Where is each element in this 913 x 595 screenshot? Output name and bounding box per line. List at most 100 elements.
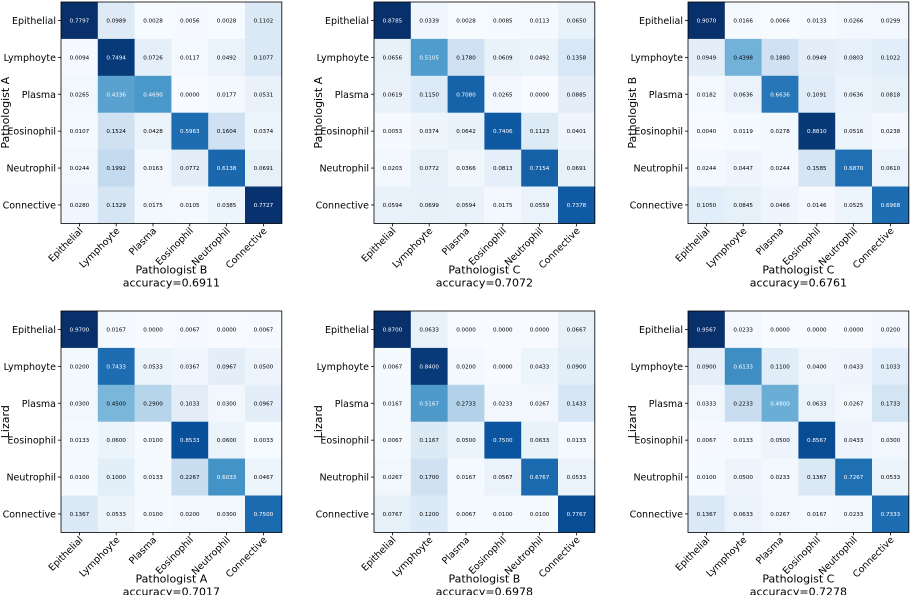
cell-value-label: 0.0667 bbox=[567, 327, 587, 333]
cell-value-label: 0.1780 bbox=[456, 55, 476, 61]
cell-value-label: 0.0000 bbox=[493, 327, 513, 333]
cell-value-label: 0.0619 bbox=[383, 92, 403, 98]
heatmap-cell bbox=[872, 186, 910, 224]
y-tick-label: Lymphoyte bbox=[317, 53, 370, 64]
heatmap-cell bbox=[447, 384, 485, 423]
cell-value-label: 0.0133 bbox=[807, 18, 827, 24]
cell-value-label: 0.0175 bbox=[143, 203, 163, 209]
heatmap-cell bbox=[484, 38, 522, 77]
cell-value-label: 0.0278 bbox=[770, 129, 790, 135]
cell-value-label: 0.0500 bbox=[770, 438, 790, 444]
heatmap-cell bbox=[410, 149, 448, 187]
heatmap-cell bbox=[61, 2, 99, 40]
heatmap-cell bbox=[374, 347, 412, 386]
cell-value-label: 0.2900 bbox=[143, 401, 163, 407]
x-tick-label: Epithelial bbox=[674, 535, 713, 574]
cell-value-label: 0.6033 bbox=[217, 475, 237, 481]
cell-value-label: 0.0067 bbox=[254, 327, 274, 333]
heatmap-cell bbox=[245, 2, 283, 40]
cell-value-label: 0.0244 bbox=[70, 166, 90, 172]
heatmap-cell bbox=[724, 384, 762, 423]
cell-value-label: 0.0533 bbox=[143, 364, 163, 370]
cell-value-label: 0.1733 bbox=[881, 401, 901, 407]
heatmap-cell bbox=[245, 38, 283, 77]
heatmap-cell bbox=[97, 112, 135, 150]
cell-value-label: 0.0203 bbox=[383, 166, 403, 172]
cell-value-label: 0.1102 bbox=[254, 18, 274, 24]
heatmap-cell bbox=[484, 149, 522, 187]
heatmap-cell bbox=[134, 347, 172, 386]
heatmap-cell bbox=[208, 75, 246, 114]
cell-value-label: 0.0105 bbox=[180, 203, 200, 209]
heatmap-cell bbox=[558, 112, 596, 150]
cell-value-label: 0.0656 bbox=[383, 55, 403, 61]
cell-value-label: 0.1880 bbox=[770, 55, 790, 61]
heatmap-cell bbox=[688, 495, 726, 533]
heatmap-cell bbox=[724, 311, 762, 349]
cell-value-label: 0.9070 bbox=[697, 18, 717, 24]
heatmap-cell bbox=[835, 186, 873, 224]
heatmap-cell bbox=[447, 112, 485, 150]
accuracy-label: accuracy=0.6761 bbox=[750, 276, 847, 289]
heatmap-cell bbox=[688, 38, 726, 77]
heatmap-cell bbox=[171, 458, 209, 496]
y-tick-label: Eosinophil bbox=[7, 127, 56, 138]
heatmap-cell bbox=[724, 458, 762, 496]
heatmap-cell bbox=[410, 311, 448, 349]
cell-value-label: 0.0559 bbox=[530, 203, 550, 209]
y-axis-label: Pathologist A bbox=[312, 76, 325, 148]
heatmap-cell bbox=[798, 458, 836, 496]
cell-value-label: 0.5105 bbox=[419, 55, 439, 61]
heatmap-cell bbox=[835, 421, 873, 459]
heatmap-cell bbox=[761, 149, 799, 187]
heatmap-cell bbox=[97, 384, 135, 423]
heatmap-cell bbox=[724, 75, 762, 114]
heatmap-cell bbox=[208, 38, 246, 77]
heatmap-cell bbox=[484, 311, 522, 349]
heatmap-cell bbox=[835, 2, 873, 40]
heatmap-cell bbox=[761, 495, 799, 533]
heatmap-cell bbox=[447, 347, 485, 386]
cell-value-label: 0.7333 bbox=[881, 512, 901, 518]
cell-value-label: 0.0233 bbox=[493, 401, 513, 407]
heatmap-cell bbox=[171, 112, 209, 150]
cell-value-label: 0.0100 bbox=[143, 438, 163, 444]
y-tick-label: Eosinophil bbox=[634, 127, 683, 138]
x-tick-label: Plasma bbox=[754, 535, 786, 567]
cell-value-label: 0.0767 bbox=[383, 512, 403, 518]
cell-value-label: 0.1022 bbox=[881, 55, 901, 61]
heatmap-cell bbox=[97, 2, 135, 40]
cell-value-label: 0.0167 bbox=[383, 401, 403, 407]
cell-value-label: 0.0433 bbox=[530, 364, 550, 370]
heatmap-cell bbox=[171, 38, 209, 77]
cell-value-label: 0.0845 bbox=[733, 203, 753, 209]
heatmap-cell bbox=[171, 421, 209, 459]
y-tick-label: Plasma bbox=[22, 90, 56, 101]
heatmap-cell bbox=[374, 38, 412, 77]
cell-value-label: 0.0533 bbox=[567, 475, 587, 481]
cell-value-label: 0.0133 bbox=[567, 438, 587, 444]
cell-value-label: 0.4336 bbox=[106, 92, 126, 98]
heatmap-cell bbox=[208, 384, 246, 423]
heatmap-cell bbox=[374, 149, 412, 187]
y-tick-label: Connective bbox=[3, 509, 57, 520]
cell-value-label: 0.0401 bbox=[567, 129, 587, 135]
y-tick-label: Plasma bbox=[335, 399, 369, 410]
cell-value-label: 0.0100 bbox=[697, 475, 717, 481]
cell-value-label: 0.0609 bbox=[493, 55, 513, 61]
cell-value-label: 0.0066 bbox=[770, 18, 790, 24]
cell-value-label: 0.0300 bbox=[217, 401, 237, 407]
heatmap-cell bbox=[97, 186, 135, 224]
cell-value-label: 0.0177 bbox=[217, 92, 237, 98]
heatmap-cell bbox=[798, 38, 836, 77]
heatmap-cell bbox=[97, 149, 135, 187]
cell-value-label: 0.0803 bbox=[844, 55, 864, 61]
heatmap-cell bbox=[447, 149, 485, 187]
cell-value-label: 0.0400 bbox=[807, 364, 827, 370]
cell-value-label: 0.0492 bbox=[217, 55, 237, 61]
cell-value-label: 0.2233 bbox=[733, 401, 753, 407]
cell-value-label: 0.0500 bbox=[733, 475, 753, 481]
heatmap-cell bbox=[558, 186, 596, 224]
heatmap-cell bbox=[134, 495, 172, 533]
heatmap-cell bbox=[374, 186, 412, 224]
